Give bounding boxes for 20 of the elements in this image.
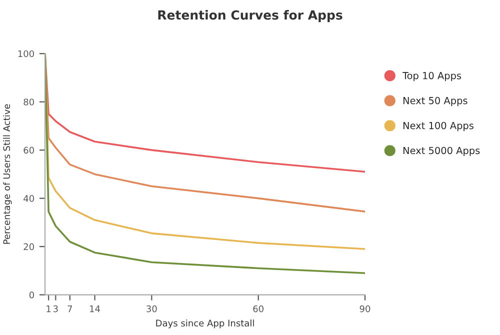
x-tick-label: 3 [53, 305, 58, 312]
x-tick-label: 14 [90, 305, 100, 312]
x-tick-label: 7 [68, 305, 72, 312]
legend-label: Top 10 Apps [402, 72, 462, 82]
x-tick-label: 60 [253, 305, 264, 312]
y-tick-label: 20 [24, 243, 34, 250]
x-tick-label: 90 [360, 305, 370, 312]
chart-title: Retention Curves for Apps [158, 10, 342, 22]
legend-label: Next 100 Apps [403, 122, 474, 132]
legend-label: Next 5000 Apps [403, 146, 480, 156]
legend-label: Next 50 Apps [403, 96, 468, 106]
y-axis-title: Percentage of Users Still Active [3, 104, 12, 244]
y-tick-label: 40 [24, 195, 34, 202]
y-tick-label: 80 [24, 98, 34, 106]
x-tick-label: 1 [46, 305, 51, 312]
y-tick-label: 100 [18, 50, 34, 58]
y-tick-label: 60 [24, 146, 34, 154]
y-tick-label: 0 [29, 292, 34, 298]
x-axis-title: Days since App Install [156, 320, 254, 328]
x-tick-label: 30 [146, 305, 157, 312]
